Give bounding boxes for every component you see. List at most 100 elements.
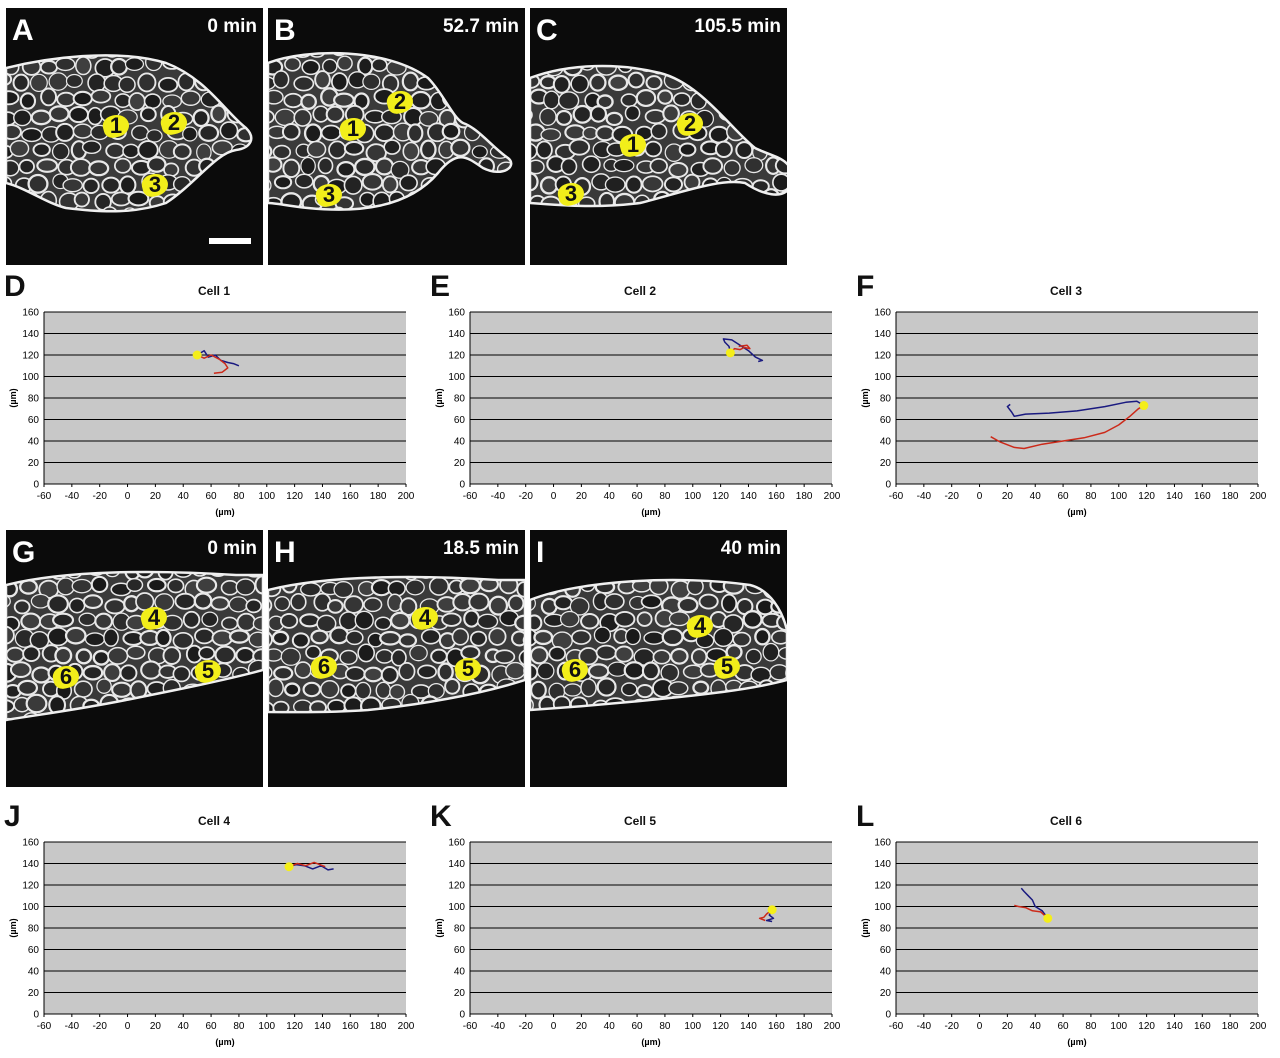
x-axis-label: (µm) — [641, 507, 660, 517]
y-tick-label: 80 — [454, 394, 466, 405]
y-tick-label: 140 — [448, 329, 465, 340]
panel-letter: L — [856, 800, 875, 833]
x-tick-label: -60 — [889, 1021, 904, 1032]
x-tick-label: -40 — [65, 491, 80, 502]
start-point — [725, 348, 735, 358]
y-axis-label: (µm) — [8, 388, 18, 407]
x-tick-label: 140 — [740, 1021, 757, 1032]
y-tick-label: 160 — [22, 308, 39, 319]
x-tick-label: 160 — [1194, 1021, 1211, 1032]
track-line-2 — [196, 354, 229, 375]
timestamp-label: 52.7 min — [442, 16, 519, 37]
timestamp-label: 0 min — [207, 16, 257, 37]
y-tick-label: 0 — [33, 1010, 39, 1021]
x-tick-label: 200 — [398, 491, 415, 502]
track-chart-l: 0 20 40 60 80 100 120 140 160 -60 -40 -20 0 20 40 60 80 1… — [856, 800, 1276, 1052]
timestamp-label: 18.5 min — [442, 538, 519, 559]
micrograph-panel-a: A 0 min 1 2 3 — [6, 8, 263, 265]
x-tick-label: 20 — [1002, 491, 1014, 502]
x-tick-label: -20 — [92, 491, 107, 502]
micrograph-panel-i: I 40 min 4 6 5 — [530, 530, 787, 787]
y-tick-label: 40 — [880, 967, 892, 978]
y-tick-label: 60 — [28, 415, 40, 426]
y-tick-label: 0 — [459, 1010, 465, 1021]
x-tick-label: -60 — [889, 491, 904, 502]
y-tick-label: 160 — [448, 838, 465, 849]
y-tick-label: 40 — [454, 437, 466, 448]
tissue-image — [6, 54, 253, 213]
x-tick-label: 0 — [125, 1021, 131, 1032]
x-tick-label: 40 — [178, 491, 190, 502]
y-tick-label: 60 — [28, 945, 40, 956]
x-tick-label: 40 — [604, 491, 616, 502]
cell-marker-5: 5 — [193, 657, 223, 685]
x-tick-label: -60 — [37, 491, 52, 502]
timestamp-label: 0 min — [207, 538, 257, 559]
y-axis-label: (µm) — [860, 918, 870, 937]
x-tick-label: 40 — [1030, 1021, 1042, 1032]
x-tick-label: 100 — [258, 491, 275, 502]
track-line-1 — [1020, 887, 1049, 919]
y-tick-label: 20 — [454, 988, 466, 999]
tissue-image — [530, 64, 787, 208]
x-tick-label: 200 — [1250, 491, 1267, 502]
panel-letter: A — [12, 14, 34, 47]
panel-letter: K — [430, 800, 452, 833]
x-tick-label: 160 — [1194, 491, 1211, 502]
x-tick-label: 180 — [370, 491, 387, 502]
x-tick-label: 140 — [314, 1021, 331, 1032]
y-tick-label: 100 — [874, 902, 891, 913]
y-tick-label: 140 — [874, 329, 891, 340]
x-tick-label: 60 — [206, 1021, 218, 1032]
cell-marker-1: 1 — [338, 115, 368, 143]
x-axis-label: (µm) — [215, 507, 234, 517]
x-tick-label: -40 — [65, 1021, 80, 1032]
x-tick-label: 160 — [342, 1021, 359, 1032]
cell-marker-3: 3 — [556, 180, 586, 208]
x-tick-label: 180 — [370, 1021, 387, 1032]
y-tick-label: 0 — [33, 480, 39, 491]
tissue-image — [6, 570, 263, 722]
track-line-2 — [758, 909, 773, 922]
x-tick-label: -20 — [518, 1021, 533, 1032]
x-tick-label: -40 — [917, 1021, 932, 1032]
x-tick-label: 0 — [551, 491, 557, 502]
micrograph-panel-g: G 0 min 4 6 5 — [6, 530, 263, 787]
x-tick-label: 80 — [659, 491, 671, 502]
track-line-2 — [729, 344, 751, 354]
x-tick-label: 40 — [604, 1021, 616, 1032]
x-tick-label: 60 — [632, 491, 644, 502]
x-tick-label: -20 — [944, 1021, 959, 1032]
x-tick-label: 100 — [684, 1021, 701, 1032]
micrograph-panel-c: C 105.5 min 1 2 3 — [530, 8, 787, 265]
cell-marker-6: 6 — [560, 656, 590, 684]
x-tick-label: 140 — [1166, 1021, 1183, 1032]
x-axis-label: (µm) — [641, 1037, 660, 1047]
x-tick-label: 100 — [258, 1021, 275, 1032]
x-tick-label: 180 — [1222, 491, 1239, 502]
panel-letter: B — [274, 14, 296, 47]
y-tick-label: 20 — [28, 988, 40, 999]
start-point — [767, 905, 777, 915]
y-tick-label: 100 — [22, 372, 39, 383]
tissue-image — [268, 51, 513, 211]
y-tick-label: 80 — [880, 924, 892, 935]
chart-title: Cell 6 — [1049, 814, 1082, 828]
x-tick-label: 40 — [178, 1021, 190, 1032]
x-tick-label: 100 — [1110, 1021, 1127, 1032]
x-tick-label: 0 — [551, 1021, 557, 1032]
x-tick-label: 0 — [977, 491, 983, 502]
y-tick-label: 120 — [874, 351, 891, 362]
x-tick-label: 120 — [712, 491, 729, 502]
x-tick-label: 200 — [398, 1021, 415, 1032]
y-tick-label: 140 — [22, 859, 39, 870]
x-tick-label: 180 — [796, 491, 813, 502]
y-tick-label: 120 — [448, 881, 465, 892]
cell-marker-1: 1 — [618, 131, 648, 159]
x-tick-label: -60 — [463, 491, 478, 502]
x-tick-label: -60 — [37, 1021, 52, 1032]
x-tick-label: 120 — [286, 1021, 303, 1032]
y-tick-label: 160 — [448, 308, 465, 319]
y-tick-label: 40 — [28, 967, 40, 978]
chart-title: Cell 2 — [623, 284, 656, 298]
